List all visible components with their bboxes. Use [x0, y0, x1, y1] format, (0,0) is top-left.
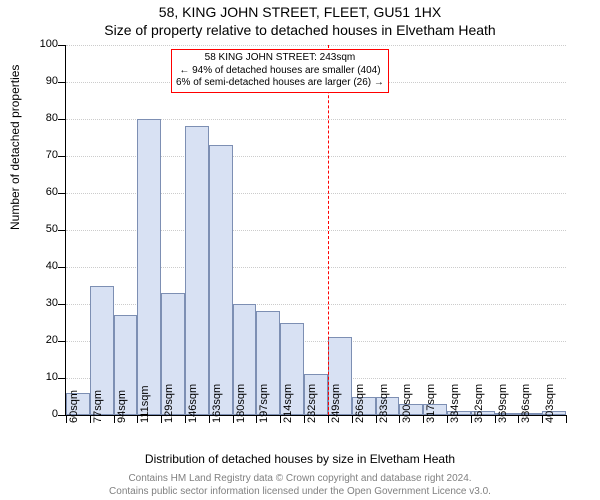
plot-area: 010203040506070809010060sqm77sqm94sqm111… [65, 45, 566, 416]
y-tick-label: 70 [18, 149, 58, 161]
x-tick-label: 94sqm [116, 390, 128, 423]
y-tick [58, 267, 66, 268]
title-line-1: 58, KING JOHN STREET, FLEET, GU51 1HX [0, 4, 600, 20]
y-tick [58, 82, 66, 83]
histogram-bar [185, 126, 209, 415]
x-tick-label: 300sqm [401, 384, 413, 423]
y-tick [58, 193, 66, 194]
x-tick [447, 415, 448, 423]
x-tick [495, 415, 496, 423]
histogram-bar [137, 119, 161, 415]
annotation-line: ← 94% of detached houses are smaller (40… [176, 65, 384, 78]
x-tick-label: 214sqm [282, 384, 294, 423]
x-tick [352, 415, 353, 423]
y-tick [58, 230, 66, 231]
annotation-box: 58 KING JOHN STREET: 243sqm← 94% of deta… [171, 49, 389, 93]
annotation-line: 6% of semi-detached houses are larger (2… [176, 77, 384, 90]
x-tick-label: 129sqm [163, 384, 175, 423]
y-tick-label: 100 [18, 38, 58, 50]
x-tick [185, 415, 186, 423]
x-tick-label: 386sqm [520, 384, 532, 423]
x-tick [471, 415, 472, 423]
title-line-2: Size of property relative to detached ho… [0, 22, 600, 38]
x-tick-label: 266sqm [354, 384, 366, 423]
x-tick [90, 415, 91, 423]
y-tick-label: 50 [18, 223, 58, 235]
x-tick [376, 415, 377, 423]
x-tick-label: 403sqm [544, 384, 556, 423]
gridline [66, 45, 566, 46]
annotation-line: 58 KING JOHN STREET: 243sqm [176, 52, 384, 65]
x-tick [233, 415, 234, 423]
x-tick [566, 415, 567, 423]
footer-line-1: Contains HM Land Registry data © Crown c… [0, 473, 600, 484]
x-tick [209, 415, 210, 423]
y-tick [58, 304, 66, 305]
x-tick-label: 197sqm [258, 384, 270, 423]
y-tick [58, 119, 66, 120]
y-tick [58, 378, 66, 379]
x-tick-label: 283sqm [378, 384, 390, 423]
x-tick-label: 77sqm [92, 390, 104, 423]
x-tick-label: 163sqm [211, 384, 223, 423]
x-tick-label: 334sqm [449, 384, 461, 423]
x-tick-label: 180sqm [235, 384, 247, 423]
y-tick [58, 156, 66, 157]
x-tick-label: 60sqm [68, 390, 80, 423]
footer-line-2: Contains public sector information licen… [0, 486, 600, 497]
x-tick-label: 249sqm [330, 384, 342, 423]
x-tick [114, 415, 115, 423]
y-tick-label: 80 [18, 112, 58, 124]
chart-container: 58, KING JOHN STREET, FLEET, GU51 1HX Si… [0, 0, 600, 500]
y-tick-label: 60 [18, 186, 58, 198]
histogram-bar [209, 145, 233, 415]
x-tick [304, 415, 305, 423]
x-tick-label: 352sqm [473, 384, 485, 423]
reference-line [328, 45, 329, 415]
x-tick [66, 415, 67, 423]
x-tick [328, 415, 329, 423]
x-tick [423, 415, 424, 423]
x-tick-label: 317sqm [425, 384, 437, 423]
y-tick-label: 40 [18, 260, 58, 272]
x-axis-label: Distribution of detached houses by size … [0, 452, 600, 466]
y-tick-label: 0 [18, 408, 58, 420]
y-tick [58, 341, 66, 342]
y-tick-label: 30 [18, 297, 58, 309]
y-tick-label: 90 [18, 75, 58, 87]
x-tick-label: 369sqm [497, 384, 509, 423]
y-tick [58, 415, 66, 416]
y-tick-label: 20 [18, 334, 58, 346]
x-tick-label: 146sqm [187, 384, 199, 423]
x-tick-label: 232sqm [306, 384, 318, 423]
y-tick-label: 10 [18, 371, 58, 383]
y-tick [58, 45, 66, 46]
x-tick-label: 111sqm [139, 385, 151, 423]
y-axis-label: Number of detached properties [8, 65, 22, 230]
